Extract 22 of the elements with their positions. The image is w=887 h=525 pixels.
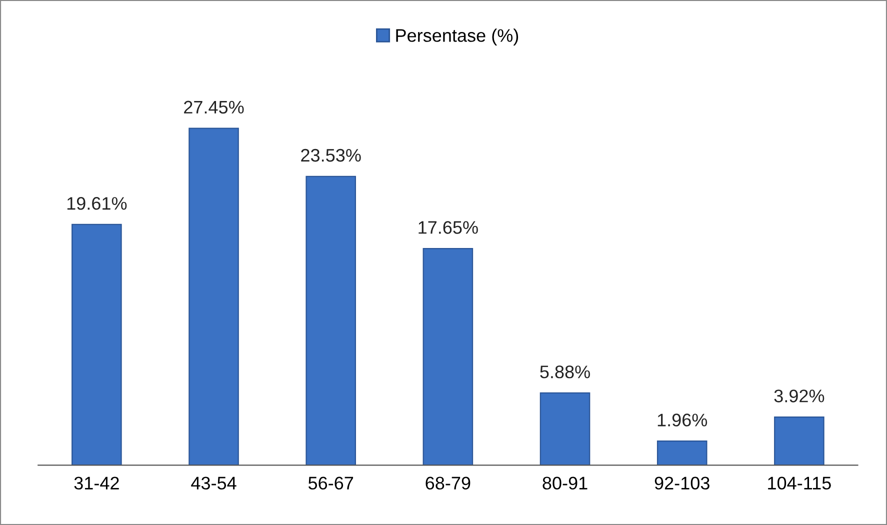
x-tick-label: 92-103: [654, 476, 710, 490]
x-tick-label: 31-42: [74, 476, 119, 490]
data-label: 3.92%: [774, 390, 824, 402]
data-label: 1.96%: [658, 414, 708, 426]
bar: [774, 416, 824, 466]
bar: [188, 128, 239, 466]
bar: [306, 176, 356, 466]
x-tick-label: 68-79: [426, 476, 470, 490]
bar: [422, 248, 474, 466]
data-label: 5.88%: [540, 366, 590, 378]
x-tick-label: 56-67: [308, 476, 354, 490]
data-label: 27.45%: [184, 100, 244, 114]
data-label: 19.61%: [67, 197, 127, 210]
x-tick-label: 43-54: [191, 476, 236, 490]
bar: [656, 440, 708, 466]
x-tick-label: 80-91: [542, 476, 588, 490]
bar: [540, 392, 590, 466]
bar: [72, 224, 122, 466]
legend-label: Persentase (%): [396, 28, 518, 46]
data-label: 23.53%: [301, 148, 361, 162]
x-tick-label: 104-115: [768, 476, 831, 490]
data-label: 17.65%: [418, 221, 478, 234]
